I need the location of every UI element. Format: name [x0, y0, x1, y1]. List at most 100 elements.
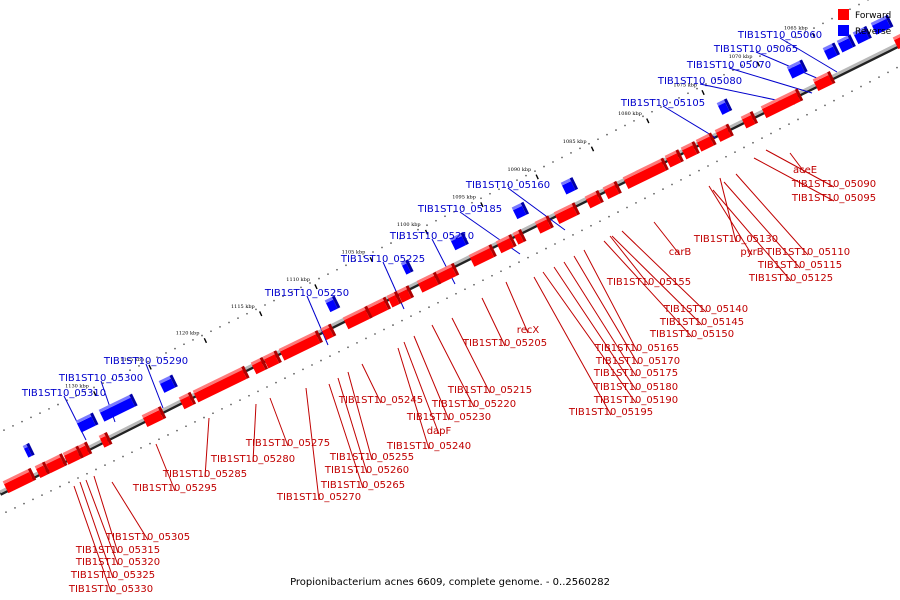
legend-reverse-swatch	[838, 25, 849, 36]
gene-end-face	[460, 231, 469, 245]
gene-top-face	[870, 16, 887, 26]
gene-body	[100, 397, 135, 422]
lower-tick-dot	[149, 442, 151, 445]
gene-tib1st10-05095	[714, 123, 734, 142]
upper-tick-dot	[237, 317, 239, 320]
gene-label-tib1st10-05325: TIB1ST10_05325	[70, 570, 155, 581]
lower-tick-dot	[860, 85, 862, 88]
gene-body	[666, 153, 682, 168]
upper-tick-dot	[759, 55, 761, 58]
upper-tick-dot	[633, 120, 635, 122]
leader-tib1st10-05140	[621, 230, 707, 313]
lower-tick-dot	[248, 394, 250, 397]
lower-tick-dot	[590, 224, 592, 227]
upper-tick-dot	[75, 395, 77, 397]
gene-end-face	[595, 190, 604, 204]
gene-label-tib1st10-05090: TIB1ST10_05090	[791, 179, 876, 190]
gene-end-face	[708, 132, 717, 146]
gene-end-face	[569, 177, 579, 191]
gene-body	[252, 360, 266, 375]
gene-tib1st10-05305	[141, 406, 167, 427]
leader-tib1st10-05145	[611, 235, 703, 326]
lower-tick-dot	[536, 252, 538, 255]
gene-top-face	[400, 260, 407, 266]
upper-tick-dot	[30, 416, 32, 419]
upper-tick-dot	[390, 242, 392, 244]
gene-layer	[2, 14, 900, 494]
gene-top-face	[822, 43, 833, 51]
lower-tick-dot	[518, 261, 520, 264]
gene-label-tib1st10-05255: TIB1ST10_05255	[329, 452, 414, 463]
upper-tick-dot	[39, 412, 41, 415]
gene-tib1st10-05280	[250, 356, 269, 375]
upper-tick-dot	[543, 165, 545, 168]
gene-label-tib1st10-05225: TIB1ST10_05225	[340, 254, 425, 265]
gene-top-face	[278, 331, 316, 352]
gene-top-face	[98, 433, 106, 439]
upper-tick-dot	[300, 286, 302, 289]
upper-tick-dot	[426, 224, 428, 227]
gene-tib1st10-05110	[695, 132, 717, 152]
upper-tick-dot	[768, 50, 770, 53]
gene-label-tib1st10-05170: TIB1ST10_05170	[595, 356, 680, 367]
gene-body	[343, 309, 370, 330]
gene-label-tib1st10-05115: TIB1ST10_05115	[757, 260, 842, 271]
upper-tick-dot	[606, 133, 608, 136]
kbp-tick-label: 1080 kbp	[618, 111, 642, 117]
lower-tick-dot	[734, 151, 736, 153]
gene-tib1st10-05300	[98, 393, 138, 422]
gene-label-tib1st10-05230: TIB1ST10_05230	[406, 412, 491, 423]
gene-top-face	[468, 245, 490, 258]
lower-tick-dot	[23, 502, 25, 505]
upper-tick-dot	[129, 369, 131, 372]
upper-tick-dot	[435, 219, 437, 222]
gene-end-face	[83, 441, 93, 455]
gene-tib1st10-05290	[158, 374, 178, 393]
upper-tick-dot	[750, 59, 752, 62]
lower-tick-dot	[95, 468, 97, 471]
gene-top-face	[695, 133, 710, 143]
kbp-tick-mark	[93, 390, 97, 397]
lower-tick-dot	[608, 215, 610, 218]
leader-tib1st10-05130	[719, 177, 737, 243]
lower-tick-dot	[896, 66, 898, 69]
lower-tick-dot	[374, 333, 376, 335]
label-leader-layer	[63, 37, 838, 593]
gene-label-tib1st10-05270: TIB1ST10_05270	[276, 492, 361, 503]
lower-tick-dot	[842, 95, 844, 97]
kbp-tick-mark	[148, 364, 152, 370]
gene-body	[718, 102, 730, 115]
gene-end-face	[749, 111, 759, 125]
leader-pyrb	[708, 185, 753, 256]
gene-body	[742, 115, 756, 129]
upper-tick-dot	[102, 382, 104, 385]
gene-top-face	[178, 393, 189, 401]
upper-tick-dot	[192, 339, 194, 341]
upper-tick-dot	[813, 27, 815, 29]
kbp-tick-label: 1085 kbp	[563, 139, 587, 145]
gene-top-face	[158, 375, 171, 384]
gene-body	[536, 219, 552, 234]
lower-tick-dot	[437, 301, 439, 304]
lower-tick-dot	[356, 341, 358, 344]
gene-tib1st10-05205	[468, 244, 497, 267]
kbp-tick-label: 1095 kbp	[452, 195, 476, 201]
upper-tick-dot	[525, 174, 527, 177]
gene-body	[366, 300, 389, 319]
gene-tib1st10-05270	[278, 330, 324, 361]
gene-top-face	[714, 124, 727, 133]
lower-tick-dot	[50, 489, 52, 492]
leader-tib1st10-05170	[573, 255, 639, 365]
upper-tick-dot	[561, 156, 563, 159]
leader-tib1st10-05125	[712, 189, 792, 282]
gene-top-face	[892, 33, 900, 41]
gene-body	[624, 161, 667, 189]
leader-tib1st10-05165	[583, 249, 638, 352]
gene-top-face	[716, 99, 726, 106]
leader-tib1st10-05105	[662, 105, 717, 139]
gene-label-tib1st10-05285: TIB1ST10_05285	[162, 469, 247, 480]
kbp-tick-mark	[424, 229, 429, 235]
gene-label-carb: carB	[669, 247, 692, 258]
upper-tick-dot	[48, 407, 50, 410]
gene-end-face	[520, 201, 530, 215]
